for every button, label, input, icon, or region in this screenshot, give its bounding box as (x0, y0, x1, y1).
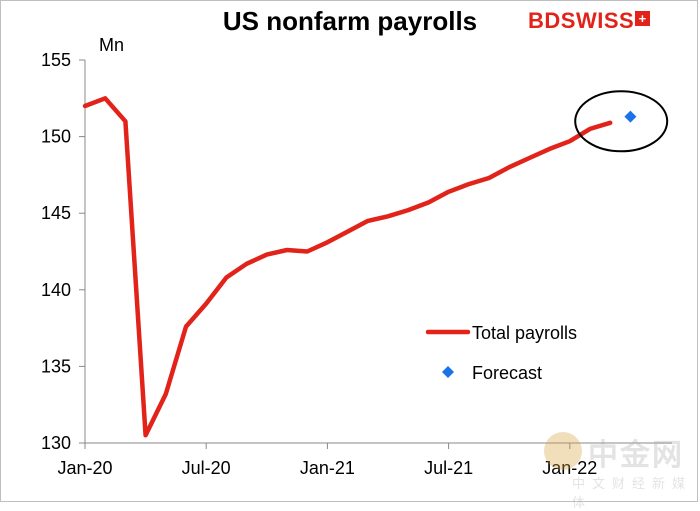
logo-right-text: SWISS (560, 8, 635, 33)
y-tick-label: 155 (41, 50, 71, 70)
x-tick-label: Jan-20 (57, 458, 112, 478)
watermark-main-text: 中金网 (588, 439, 684, 472)
highlight-ellipse (574, 90, 669, 153)
legend-swatch-forecast (442, 366, 454, 378)
y-tick-label: 135 (41, 356, 71, 376)
logo-left-text: BD (528, 8, 561, 33)
axes (79, 59, 672, 449)
bdswiss-logo: BDSWISS + (528, 8, 651, 34)
x-tick-label: Jul-21 (424, 458, 473, 478)
x-tick-labels: Jan-20 Jul-20 Jan-21 Jul-21 Jan-22 (57, 458, 597, 478)
y-tick-label: 145 (41, 203, 71, 223)
x-tick-label: Jan-22 (542, 458, 597, 478)
series-layer (82, 96, 637, 438)
chart-title: US nonfarm payrolls (222, 6, 478, 36)
y-tick-labels: 130 135 140 145 150 155 (41, 50, 71, 453)
forecast-marker (624, 110, 637, 123)
legend-label-forecast: Forecast (472, 363, 542, 383)
y-tick-label: 140 (41, 280, 71, 300)
y-axis-unit-label: Mn (99, 35, 124, 55)
watermark: 中金网 中文财经新媒体 (542, 428, 692, 510)
legend-label-total-payrolls: Total payrolls (472, 323, 577, 343)
y-tick-label: 150 (41, 127, 71, 147)
x-tick-label: Jan-21 (300, 458, 355, 478)
chart-frame (0, 0, 698, 502)
legend: Total payrolls Forecast (425, 323, 577, 383)
x-tick-label: Jul-20 (182, 458, 231, 478)
series-line-total-payrolls (82, 96, 613, 438)
watermark-logo-icon (544, 432, 582, 470)
watermark-sub-text: 中文财经新媒体 (572, 476, 693, 510)
logo-cross-icon: + (635, 11, 651, 26)
y-tick-label: 130 (41, 433, 71, 453)
